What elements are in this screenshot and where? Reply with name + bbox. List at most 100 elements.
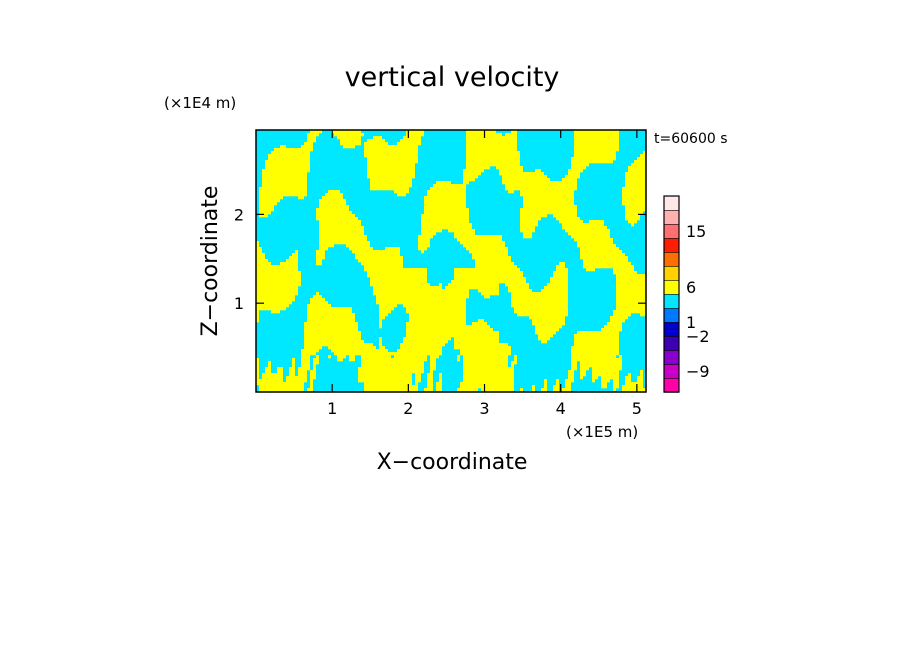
field-cell [580,364,622,368]
field-cell [415,373,421,377]
field-cell [520,214,547,218]
field-cell [475,265,517,269]
field-cell [307,316,355,320]
field-cell [406,334,499,338]
colorbar-segment [663,321,680,337]
field-cell [397,193,406,197]
field-cell [481,388,514,392]
field-cell [379,313,388,317]
field-cell [610,316,628,320]
field-cell [367,166,415,170]
field-cell [418,241,430,245]
field-cell [484,295,490,299]
field-cell [547,283,568,287]
field-cell [319,202,346,206]
field-cell [319,205,349,209]
field-cell [592,373,619,377]
field-cell [592,370,619,374]
field-cell [520,220,538,224]
field-cell [613,382,619,386]
field-cell [400,343,445,347]
field-cell [541,289,568,293]
field-cell [256,379,283,383]
field-cell [463,376,514,380]
field-cell [379,319,382,323]
field-cell [295,250,298,254]
field-cell [307,307,352,311]
field-cell [304,142,313,146]
field-cell [403,304,466,308]
field-cell [310,379,313,383]
field-cell [400,139,421,143]
field-cell [559,220,583,224]
field-cell [574,145,619,149]
colorbar-label: −2 [686,327,710,346]
field-cell [256,364,259,368]
field-cell [571,166,586,170]
field-cell [364,145,418,149]
field-cell [367,175,415,179]
field-cell [421,217,469,221]
field-cell [625,175,646,179]
field-cell [424,388,433,392]
field-cell [430,355,439,359]
field-cell [622,193,646,197]
field-cell [553,388,559,392]
field-cell [625,178,646,182]
field-cell [520,226,535,230]
field-cell [319,232,364,236]
field-cell [502,178,550,182]
field-cell [310,130,322,134]
field-cell [259,385,304,389]
field-cell [400,346,442,350]
field-cell [589,220,604,224]
field-cell [292,253,298,257]
field-cell [463,358,508,362]
chart-title: vertical velocity [345,62,560,93]
field-cell [571,346,619,350]
field-cell [616,283,646,287]
field-cell [424,202,466,206]
field-cell [313,358,319,362]
field-cell [532,388,535,392]
field-cell [571,157,616,161]
x-tick-label: 3 [479,399,489,418]
field-cell [613,388,616,392]
field-cell [463,361,508,365]
field-cell [508,289,532,293]
field-cell [520,190,574,194]
field-cell [256,250,262,254]
field-cell [301,361,310,365]
field-cell [367,274,427,278]
field-cell [310,376,316,380]
field-cell [298,370,307,374]
field-cell [268,364,271,368]
field-cell [367,172,415,176]
field-cell [256,283,301,287]
field-cell [436,181,451,185]
field-cell [319,229,364,233]
field-cell [298,373,307,377]
field-cell [262,172,307,176]
field-cell [472,322,487,326]
field-cell [256,265,298,269]
field-cell [262,376,283,380]
field-cell [379,322,382,326]
y-tick-label: 2 [234,205,244,224]
field-cell [307,319,355,323]
field-cell [469,250,508,254]
field-cell [316,259,322,263]
field-cell [466,154,520,158]
field-cell [427,382,433,386]
field-cell [601,385,607,389]
field-cell [256,298,295,302]
colorbar-segment [663,363,680,379]
field-cell [571,364,577,368]
field-cell [256,319,259,323]
field-cell [613,310,646,314]
field-cell [331,130,361,134]
field-cell [556,379,559,383]
field-cell [592,379,595,383]
field-cell [265,166,310,170]
field-cell [379,304,397,308]
